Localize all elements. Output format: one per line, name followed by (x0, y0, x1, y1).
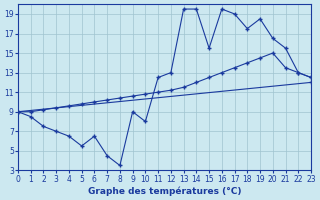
X-axis label: Graphe des températures (°C): Graphe des températures (°C) (88, 186, 241, 196)
